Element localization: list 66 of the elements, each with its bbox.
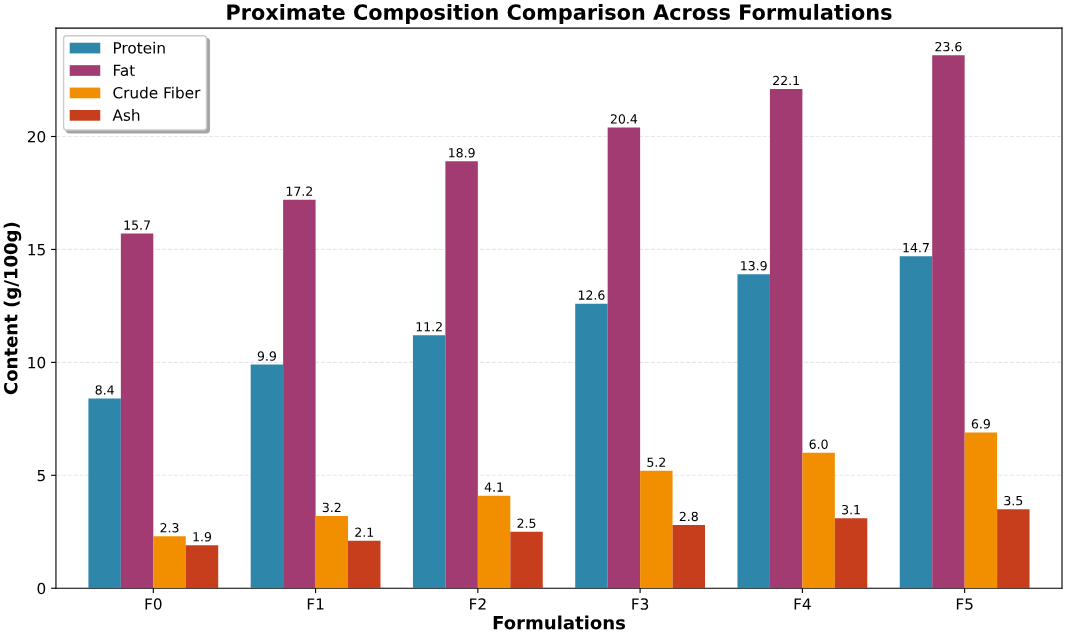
bar [672,524,706,589]
y-tick-label: 0 [37,582,46,595]
bar [607,127,641,589]
data-label: 2.1 [355,527,374,537]
data-label: 4.1 [484,482,503,492]
y-tick-label: 15 [28,244,45,256]
bar [769,89,803,589]
data-label: 1.9 [193,532,212,542]
data-label: 15.7 [124,220,150,230]
x-tick-label: F5 [956,598,973,610]
x-tick-label: F0 [145,598,162,610]
bar [185,545,219,589]
data-label: 11.2 [416,321,442,332]
legend-label: Ash [112,109,140,121]
data-label: 2.3 [160,523,179,533]
bar [997,509,1030,589]
bar [640,470,673,589]
bar [348,540,381,589]
data-label: 3.2 [322,502,341,513]
bar [964,432,998,589]
bar [899,256,933,589]
bar [575,303,608,589]
data-label: 23.6 [935,41,962,52]
data-label: 20.4 [610,114,638,124]
data-label: 6.9 [971,419,990,429]
data-label: 5.2 [647,457,666,467]
bar [834,518,868,589]
bar [315,515,349,589]
chart-title: Proximate Composition Comparison Across Formulations [227,3,892,25]
x-tick-label: F4 [794,598,811,610]
bar [283,199,316,589]
x-tick-label: F3 [632,598,649,610]
data-label: 12.6 [578,290,605,300]
bar [120,233,154,589]
bar [802,452,835,589]
data-label: 9.9 [257,351,276,361]
data-label: 18.9 [449,148,475,158]
data-label: 3.1 [842,504,860,515]
bar [88,398,121,589]
data-label: 2.8 [679,511,698,522]
data-label: 13.9 [741,261,767,271]
data-label: 8.4 [95,385,114,395]
y-tick-label: 10 [28,356,46,369]
bar [250,364,284,589]
x-axis-title: Formulations [493,615,626,630]
x-tick-label: F1 [307,598,324,610]
data-label: 6.0 [809,439,828,449]
data-label: 17.2 [286,186,313,196]
bar [412,335,446,589]
legend-label: Protein [113,41,165,54]
bar [445,161,478,589]
y-axis-title: Content (g/100g) [3,222,22,395]
data-label: 2.5 [517,518,536,528]
y-tick-label: 5 [37,469,45,482]
bar [737,274,770,589]
x-tick-label: F2 [470,598,486,610]
legend-label: Crude Fiber [113,86,201,99]
data-label: 3.5 [1004,495,1023,506]
bar [477,495,511,589]
data-label: 14.7 [903,243,929,253]
data-label: 22.1 [773,75,799,86]
bar [932,55,965,589]
y-tick-label: 20 [27,130,46,143]
legend-label: Fat [113,64,135,77]
bar [510,531,543,589]
bar [153,536,186,589]
